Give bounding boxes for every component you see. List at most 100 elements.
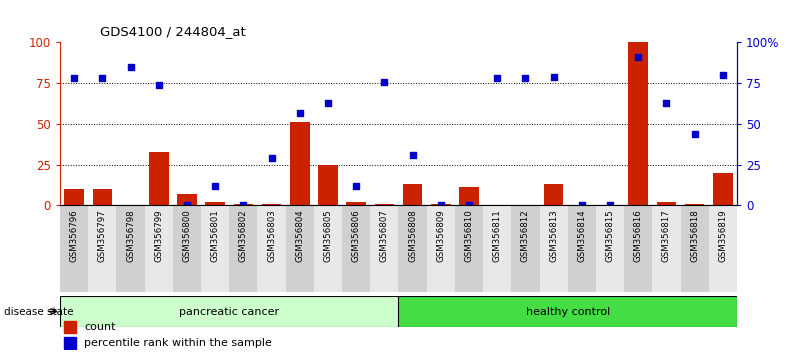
Text: percentile rank within the sample: percentile rank within the sample: [84, 338, 272, 348]
Text: count: count: [84, 322, 115, 332]
Bar: [628, 42, 648, 205]
Text: GSM356814: GSM356814: [578, 210, 586, 262]
Bar: [173, 205, 201, 292]
Text: GSM356800: GSM356800: [183, 210, 191, 262]
Text: healthy control: healthy control: [525, 307, 610, 316]
Text: GSM356807: GSM356807: [380, 210, 389, 262]
Bar: [145, 205, 173, 292]
Bar: [64, 337, 76, 349]
Bar: [149, 152, 169, 205]
Text: GSM356815: GSM356815: [606, 210, 614, 262]
Bar: [681, 205, 709, 292]
Bar: [92, 189, 112, 205]
Bar: [64, 189, 84, 205]
Bar: [427, 205, 455, 292]
Bar: [624, 205, 652, 292]
Bar: [399, 205, 427, 292]
Text: GDS4100 / 244804_at: GDS4100 / 244804_at: [100, 25, 246, 38]
Bar: [544, 184, 563, 205]
Text: GSM356798: GSM356798: [126, 210, 135, 262]
Text: GSM356811: GSM356811: [493, 210, 501, 262]
Text: disease state: disease state: [4, 307, 74, 316]
Bar: [257, 205, 286, 292]
Bar: [511, 205, 540, 292]
Bar: [685, 204, 705, 205]
Point: [575, 202, 588, 208]
Text: GSM356804: GSM356804: [296, 210, 304, 262]
Bar: [713, 173, 733, 205]
Bar: [375, 204, 394, 205]
Point: [632, 54, 645, 60]
Bar: [262, 204, 281, 205]
Bar: [205, 202, 225, 205]
Bar: [116, 205, 145, 292]
Point: [463, 202, 476, 208]
Text: GSM356809: GSM356809: [437, 210, 445, 262]
Text: GSM356806: GSM356806: [352, 210, 360, 262]
Bar: [568, 205, 596, 292]
Text: GSM356810: GSM356810: [465, 210, 473, 262]
Text: GSM356808: GSM356808: [408, 210, 417, 262]
Bar: [64, 321, 76, 333]
Bar: [290, 122, 310, 205]
Bar: [286, 205, 314, 292]
Bar: [652, 205, 681, 292]
Bar: [201, 205, 229, 292]
Point: [180, 202, 193, 208]
Text: GSM356801: GSM356801: [211, 210, 219, 262]
Point: [124, 64, 137, 70]
Point: [519, 75, 532, 81]
Text: GSM356803: GSM356803: [267, 210, 276, 262]
Bar: [540, 205, 568, 292]
Bar: [60, 205, 88, 292]
Point: [491, 75, 504, 81]
Point: [265, 155, 278, 161]
Bar: [60, 296, 399, 327]
Point: [547, 74, 560, 80]
Point: [209, 183, 222, 189]
Bar: [314, 205, 342, 292]
Bar: [177, 194, 197, 205]
Bar: [483, 205, 511, 292]
Bar: [399, 296, 737, 327]
Point: [716, 72, 729, 78]
Text: GSM356805: GSM356805: [324, 210, 332, 262]
Text: GSM356817: GSM356817: [662, 210, 671, 262]
Point: [350, 183, 363, 189]
Point: [96, 75, 109, 81]
Bar: [403, 184, 422, 205]
Bar: [318, 165, 338, 205]
Bar: [229, 205, 257, 292]
Point: [604, 202, 617, 208]
Bar: [88, 205, 116, 292]
Point: [321, 100, 334, 105]
Bar: [346, 202, 366, 205]
Point: [688, 131, 701, 137]
Bar: [709, 205, 737, 292]
Point: [406, 152, 419, 158]
Text: pancreatic cancer: pancreatic cancer: [179, 307, 280, 316]
Point: [68, 75, 81, 81]
Bar: [657, 202, 676, 205]
Text: GSM356818: GSM356818: [690, 210, 699, 262]
Point: [434, 202, 447, 208]
Text: GSM356812: GSM356812: [521, 210, 530, 262]
Bar: [370, 205, 398, 292]
Bar: [342, 205, 370, 292]
Point: [378, 79, 391, 84]
Text: GSM356813: GSM356813: [549, 210, 558, 262]
Bar: [431, 204, 451, 205]
Text: GSM356802: GSM356802: [239, 210, 248, 262]
Text: GSM356797: GSM356797: [98, 210, 107, 262]
Bar: [234, 204, 253, 205]
Bar: [459, 187, 479, 205]
Text: GSM356799: GSM356799: [155, 210, 163, 262]
Point: [152, 82, 165, 88]
Point: [660, 100, 673, 105]
Point: [237, 202, 250, 208]
Text: GSM356816: GSM356816: [634, 210, 642, 262]
Text: GSM356819: GSM356819: [718, 210, 727, 262]
Bar: [596, 205, 624, 292]
Point: [293, 110, 306, 115]
Bar: [455, 205, 483, 292]
